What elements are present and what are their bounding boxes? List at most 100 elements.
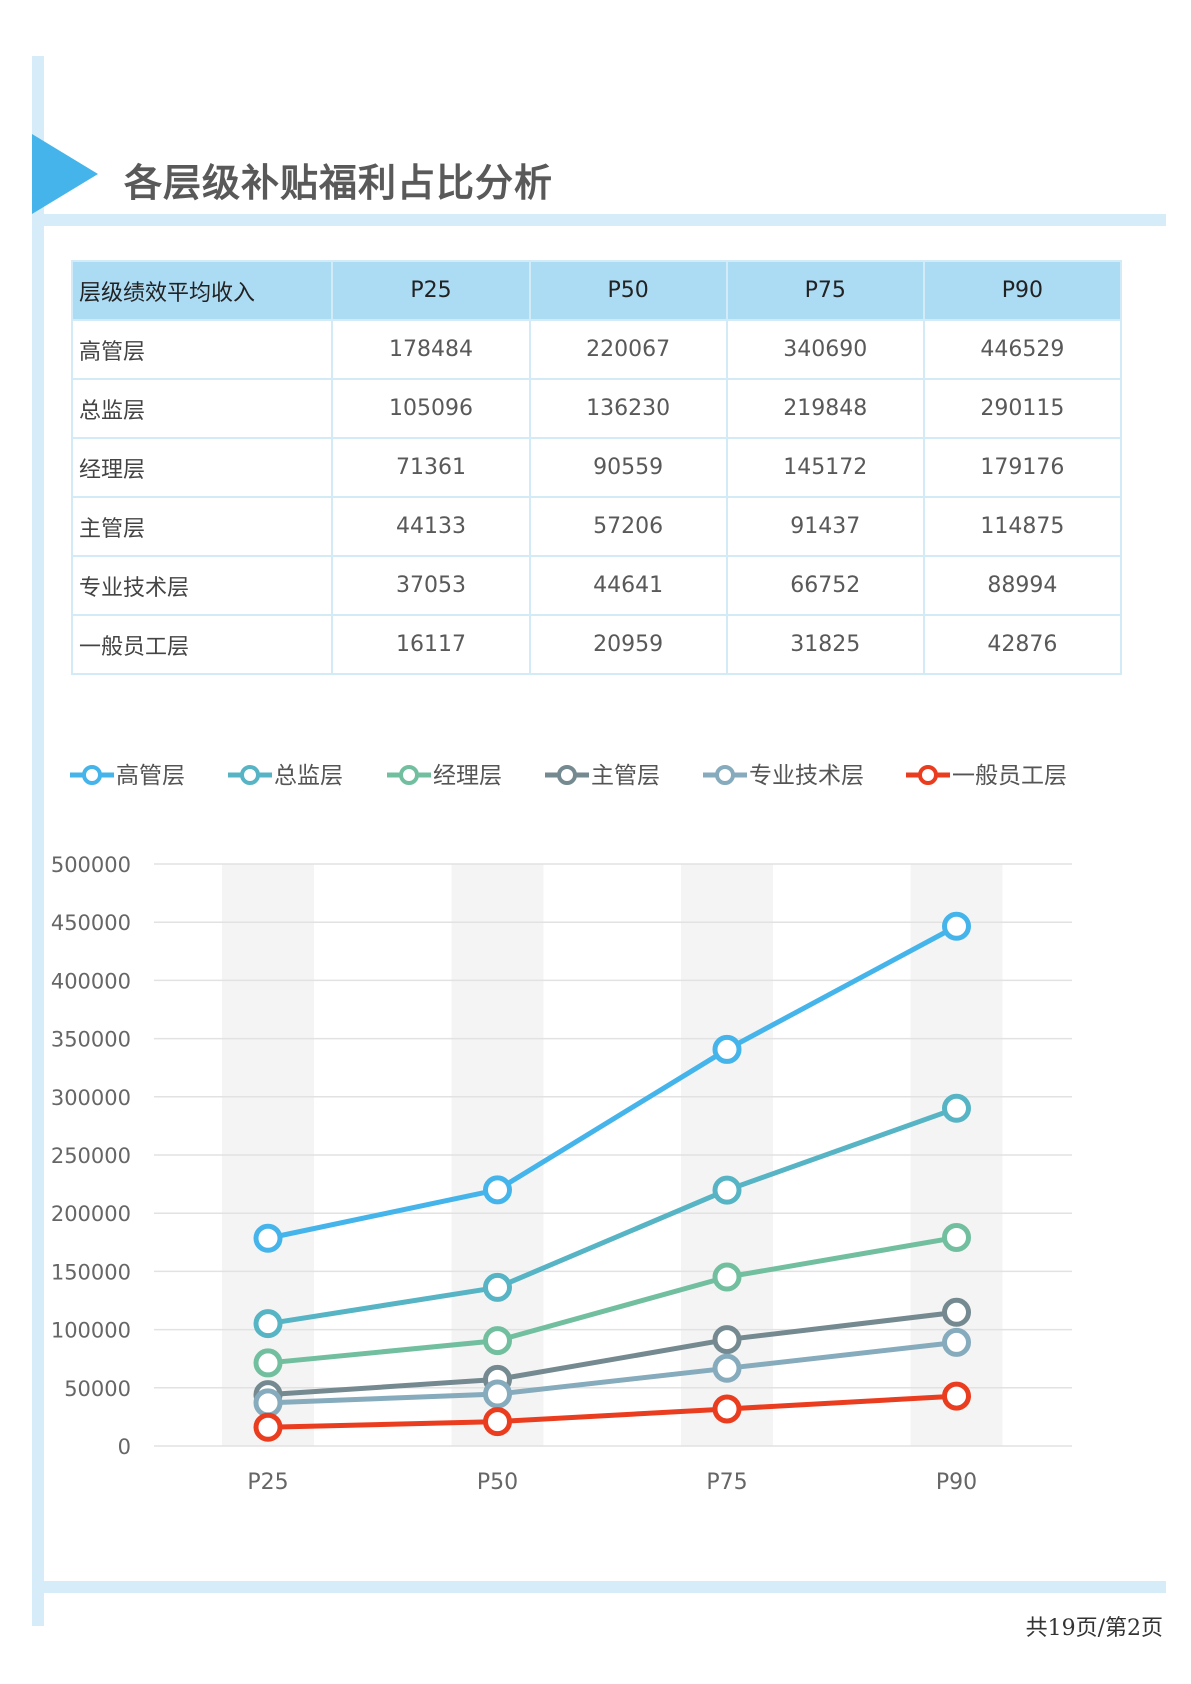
table-header-cell: P50 — [528, 260, 728, 321]
data-point — [712, 1394, 742, 1424]
title-arrow-icon — [32, 134, 98, 214]
data-point — [483, 1326, 512, 1356]
legend-marker-icon — [557, 765, 577, 785]
table-cell: 340690 — [725, 319, 925, 380]
data-point — [942, 1297, 971, 1327]
page-title: 各层级补贴福利占比分析 — [124, 161, 554, 205]
series-line — [267, 1105, 958, 1327]
table-cell: 71361 — [331, 437, 531, 498]
data-point — [253, 1348, 283, 1378]
table-cell: 91437 — [725, 496, 925, 557]
table-cell: 16117 — [331, 614, 531, 675]
table-row: 经理层 71361 90559 145172 179176 — [70, 437, 1123, 498]
table-row: 一般员工层 16117 20959 31825 42876 — [70, 614, 1123, 675]
table-cell: 20959 — [528, 614, 728, 675]
table-cell: 44641 — [528, 555, 728, 616]
table-cell: 105096 — [331, 378, 531, 439]
table-cell: 114875 — [922, 496, 1123, 557]
table-cell: 42876 — [922, 614, 1123, 675]
x-tick-label: P25 — [247, 1470, 288, 1495]
legend-label: 一般员工层 — [952, 763, 1067, 789]
table-cell: 178484 — [331, 319, 531, 380]
data-point — [942, 1222, 971, 1252]
table-header-cell: P75 — [725, 260, 925, 321]
table-row: 主管层 44133 57206 91437 114875 — [70, 496, 1123, 557]
table-header-cell: P25 — [331, 260, 531, 321]
legend-marker-icon — [399, 765, 419, 785]
data-point — [483, 1379, 512, 1409]
y-tick-label: 100000 — [51, 1319, 131, 1343]
series-line — [267, 1234, 957, 1366]
y-tick-label: 350000 — [51, 1028, 131, 1052]
y-tick-label: 50000 — [64, 1377, 131, 1401]
x-tick-label: P75 — [706, 1470, 747, 1495]
series-line — [267, 1393, 957, 1430]
table-row: 总监层 105096 136230 219848 290115 — [70, 378, 1123, 439]
table-row-label: 经理层 — [70, 437, 334, 498]
table-cell: 219848 — [725, 378, 925, 439]
data-point — [712, 1175, 742, 1205]
y-tick-label: 150000 — [51, 1260, 131, 1284]
legend-label: 经理层 — [433, 763, 502, 789]
legend-label: 专业技术层 — [749, 763, 864, 789]
legend-marker-icon — [82, 765, 102, 785]
y-tick-label: 300000 — [51, 1086, 131, 1110]
bottom-accent-bar — [32, 1581, 1166, 1593]
legend-label: 主管层 — [591, 763, 660, 789]
table-header-cell: 层级绩效平均收入 — [70, 260, 334, 321]
y-tick-label: 400000 — [51, 969, 131, 993]
table-row-label: 专业技术层 — [70, 555, 334, 616]
table-cell: 446529 — [922, 319, 1123, 380]
data-point — [712, 1325, 742, 1355]
y-tick-label: 500000 — [51, 853, 131, 877]
data-point — [712, 1034, 742, 1064]
table-cell: 44133 — [331, 496, 531, 557]
y-tick-label: 200000 — [51, 1202, 131, 1226]
table-cell: 90559 — [528, 437, 728, 498]
data-point — [712, 1262, 742, 1292]
table-cell: 88994 — [922, 555, 1123, 616]
y-tick-label: 0 — [118, 1435, 131, 1459]
data-point — [253, 1223, 283, 1253]
data-point — [942, 911, 971, 941]
data-point — [483, 1175, 512, 1205]
page-footer: 共19页/第2页 — [1025, 1616, 1163, 1641]
data-point — [483, 1407, 512, 1437]
legend-label: 总监层 — [274, 763, 343, 789]
table-row-label: 主管层 — [70, 496, 334, 557]
table-header-cell: P90 — [922, 260, 1123, 321]
table-cell: 66752 — [725, 555, 925, 616]
table-cell: 220067 — [528, 319, 728, 380]
table-cell: 136230 — [528, 378, 728, 439]
table-cell: 57206 — [528, 496, 728, 557]
data-point — [712, 1353, 742, 1383]
data-point — [942, 1381, 971, 1411]
series-line — [267, 1339, 957, 1406]
left-accent-bar — [32, 56, 44, 1626]
table-row-label: 总监层 — [70, 378, 334, 439]
table-row-label: 一般员工层 — [70, 614, 334, 675]
data-point — [483, 1272, 512, 1302]
data-point — [253, 1412, 283, 1442]
legend-marker-icon — [240, 765, 260, 785]
data-table: 层级绩效平均收入 P25 P50 P75 P90 高管层 178484 2200… — [70, 260, 1123, 675]
table-cell: 37053 — [331, 555, 531, 616]
table-row: 高管层 178484 220067 340690 446529 — [70, 319, 1123, 380]
legend-label: 高管层 — [116, 763, 185, 789]
table-header-row: 层级绩效平均收入 P25 P50 P75 P90 — [70, 260, 1123, 321]
series-line — [267, 924, 958, 1241]
table-cell: 145172 — [725, 437, 925, 498]
table-row-label: 高管层 — [70, 319, 334, 380]
series-line — [267, 1309, 957, 1398]
title-underline-bar — [32, 214, 1166, 226]
x-tick-label: P50 — [477, 1470, 518, 1495]
table-cell: 290115 — [922, 378, 1123, 439]
table-cell: 179176 — [922, 437, 1123, 498]
data-point — [942, 1327, 971, 1357]
x-tick-label: P90 — [936, 1470, 977, 1495]
legend-marker-icon — [715, 765, 735, 785]
y-tick-label: 450000 — [51, 911, 131, 935]
data-point — [942, 1093, 971, 1123]
y-tick-label: 250000 — [51, 1144, 131, 1168]
